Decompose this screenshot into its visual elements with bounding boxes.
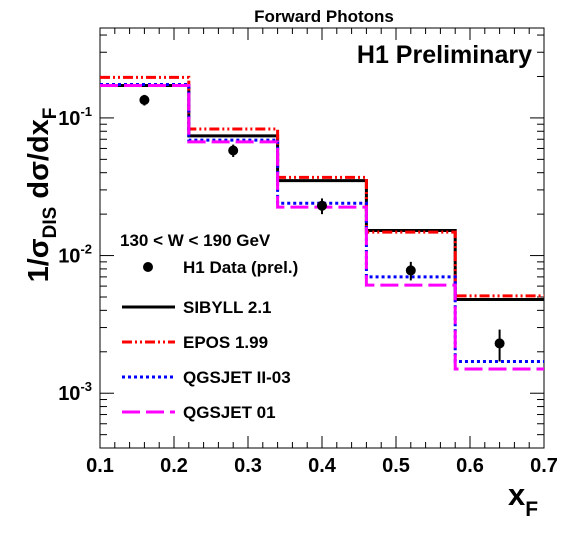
- data-point: [228, 145, 239, 156]
- legend-label: SIBYLL 2.1: [183, 298, 272, 317]
- x-tick-label: 0.1: [86, 455, 114, 477]
- model-curves: [100, 75, 544, 371]
- y-axis-label: 1/σDIS dσ/dxF: [23, 108, 61, 283]
- y-label-sub: DIS: [40, 207, 61, 239]
- legend-label: QGSJET 01: [183, 403, 276, 422]
- y-tick-base: 10: [58, 108, 80, 130]
- series-line-qgsjet-01: [100, 83, 544, 371]
- axis-ticks: 0.1 0.2 0.3 0.4 0.5 0.6 0.710-110-210-3: [58, 28, 558, 477]
- x-tick-label: 0.4: [308, 455, 337, 477]
- x-tick-label: 0.7: [530, 455, 558, 477]
- legend-label: QGSJET II-03: [183, 368, 291, 387]
- y-tick-exp: -2: [80, 242, 92, 257]
- data-point: [405, 265, 416, 276]
- y-tick-exp: -3: [80, 379, 92, 394]
- y-tick-label: 10-1: [58, 104, 92, 130]
- legend-data-marker: [143, 262, 153, 272]
- svg-text:1/σDIS dσ/dxF: 1/σDIS dσ/dxF: [23, 108, 61, 283]
- x-tick-label: 0.2: [160, 455, 188, 477]
- y-tick-label: 10-3: [58, 379, 92, 405]
- x-tick-label: 0.5: [382, 455, 410, 477]
- legend-label: EPOS 1.99: [183, 333, 268, 352]
- x-label-sub: F: [525, 498, 538, 521]
- legend-data-label: H1 Data (prel.): [183, 258, 298, 277]
- series-line-qgsjet-ii-03: [100, 82, 544, 363]
- y-tick-label: 10-2: [58, 242, 92, 268]
- y-label-sub2: F: [40, 108, 61, 120]
- y-tick-exp: -1: [80, 104, 92, 119]
- x-label-main: x: [508, 477, 526, 512]
- series-line-epos-1-99: [100, 75, 544, 298]
- x-axis-label: xF: [508, 477, 538, 521]
- data-point: [139, 94, 150, 105]
- y-tick-base: 10: [58, 246, 80, 268]
- series-line-sibyll-2-1: [100, 83, 544, 301]
- x-tick-label: 0.6: [456, 455, 484, 477]
- y-tick-base: 10: [58, 383, 80, 405]
- data-point: [317, 200, 327, 211]
- y-label-mid: dσ/dx: [23, 119, 55, 207]
- h1-preliminary-label: H1 Preliminary: [357, 41, 532, 69]
- chart-title: Forward Photons: [254, 7, 394, 26]
- legend: 130 < W < 190 GeV H1 Data (prel.) SIBYLL …: [120, 231, 298, 422]
- y-label-prefix: 1/σ: [23, 238, 55, 282]
- x-tick-label: 0.3: [234, 455, 262, 477]
- cut-label: 130 < W < 190 GeV: [120, 231, 271, 250]
- svg-text:xF: xF: [508, 477, 538, 521]
- data-points: [139, 94, 505, 362]
- data-point: [494, 338, 505, 349]
